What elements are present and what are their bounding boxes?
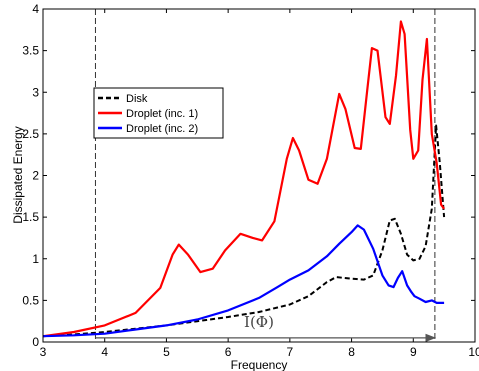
annotation-group: I(Φ) [95, 313, 437, 343]
legend-entry: Disk [126, 93, 148, 105]
y-tick-label: 1.5 [22, 210, 39, 224]
legend-entry: Droplet (inc. 2) [126, 123, 198, 135]
x-tick-label: 5 [163, 345, 170, 359]
x-tick-label: 10 [468, 345, 479, 359]
x-tick-label: 3 [40, 345, 47, 359]
annotation-label: I(Φ) [244, 313, 274, 331]
legend: Disk Droplet (inc. 1) Droplet (inc. 2) [93, 87, 224, 139]
x-tick-label: 8 [348, 345, 355, 359]
y-tick-label: 3.5 [22, 44, 39, 58]
series-line [43, 20, 445, 338]
plot-area [43, 9, 475, 342]
y-axis-label: Dissipated Energy [11, 126, 25, 223]
x-tick-label: 7 [287, 345, 294, 359]
y-tick-label: 3 [32, 85, 39, 99]
y-tick-label: 0.5 [22, 293, 39, 307]
x-axis-label: Frequency [231, 358, 288, 371]
x-tick-label: 9 [410, 345, 417, 359]
legend-entry: Droplet (inc. 1) [126, 108, 198, 120]
reference-lines [94, 9, 436, 342]
x-tick-label: 6 [225, 345, 232, 359]
plot-frame [42, 8, 476, 343]
y-tick-label: 2.5 [22, 127, 39, 141]
series-line [43, 224, 445, 338]
series-group [43, 20, 446, 338]
y-tick-label: 4 [32, 2, 39, 16]
series-line [43, 124, 446, 338]
y-tick-label: 1 [32, 252, 39, 266]
y-tick-label: 0 [32, 335, 39, 349]
x-axis-ticks: 3 4 5 6 7 8 9 10 [40, 9, 479, 359]
y-tick-label: 2 [32, 169, 39, 183]
x-tick-label: 4 [101, 345, 108, 359]
